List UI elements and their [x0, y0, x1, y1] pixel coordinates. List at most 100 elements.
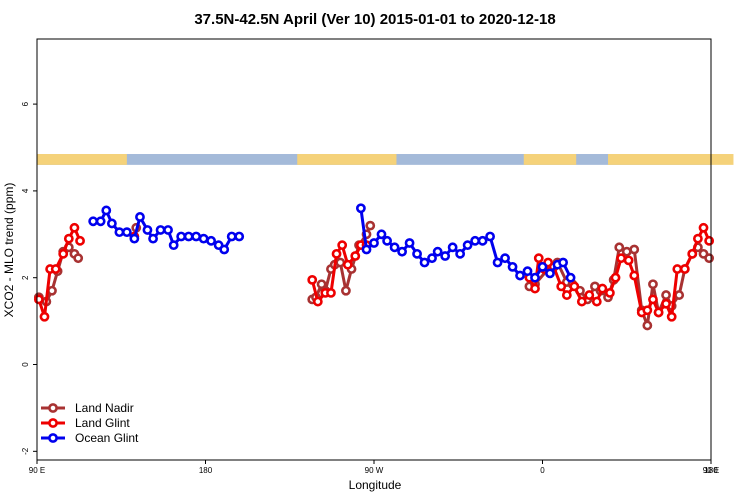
series-2-point-6: [129, 233, 140, 244]
series-1-point-48: [704, 235, 715, 246]
y-axis: -2 0 2 4 6: [21, 101, 37, 455]
series-2-point-15: [191, 231, 202, 242]
series-2-point-17: [206, 235, 217, 246]
series-1-point-13: [331, 248, 342, 259]
series-1-point-31: [597, 283, 608, 294]
series-1-point-9: [307, 274, 318, 285]
series-0-point-37: [642, 320, 653, 331]
series-0-point-34: [621, 246, 632, 257]
series-2-point-26: [382, 235, 393, 246]
map-strip-land-2: [523, 154, 577, 165]
y-axis-label: XCO2 - MLO trend (ppm): [2, 183, 16, 318]
series-2-point-27: [389, 242, 400, 253]
series-2-point-14: [183, 231, 194, 242]
x-tick-label-5: 180: [704, 466, 718, 475]
series-0-point-20: [365, 220, 376, 231]
series-1-point-14: [337, 240, 348, 251]
series-2-point-39: [477, 235, 488, 246]
series-0-point-7: [73, 253, 84, 264]
series-2-point-28: [397, 246, 407, 257]
series-1-point-10: [312, 296, 323, 307]
series-2-point-43: [507, 261, 518, 272]
series-2: [88, 203, 576, 283]
map-strip-land-0: [37, 154, 127, 165]
x-tick-label-1: 180: [199, 466, 213, 475]
series-1-line-2: [310, 243, 367, 304]
series-2-point-16: [198, 233, 209, 244]
series-2-point-34: [440, 251, 451, 261]
x-tick-label-2: 90 W: [365, 466, 384, 475]
series-2-point-45: [522, 266, 533, 277]
series-1-point-32: [605, 288, 615, 298]
series-2-point-33: [432, 246, 443, 257]
series-2-point-46: [530, 272, 540, 283]
series-2-point-37: [462, 240, 473, 251]
series-2-point-47: [537, 261, 548, 272]
series-1-point-33: [610, 272, 621, 283]
legend-label-0: Land Nadir: [75, 401, 134, 415]
legend-marker-1: [48, 418, 58, 428]
series-2-point-8: [142, 225, 153, 235]
series-2-point-13: [176, 231, 187, 242]
chart-title: 37.5N-42.5N April (Ver 10) 2015-01-01 to…: [194, 11, 555, 28]
series-2-point-11: [163, 225, 173, 235]
series-1-point-1: [39, 311, 50, 322]
x-tick-label-3: 0: [540, 466, 545, 475]
series-0-point-42: [674, 290, 685, 300]
series-2-point-0: [88, 216, 99, 227]
series-1-point-38: [642, 305, 653, 316]
series-1-point-12: [326, 288, 336, 298]
series-2-point-5: [121, 227, 132, 238]
series-1-point-28: [576, 296, 587, 307]
series-1-point-45: [687, 248, 698, 259]
series-2-point-1: [95, 216, 106, 227]
series-2-point-19: [219, 244, 230, 255]
series-1-point-6: [69, 222, 80, 233]
series-2-point-48: [545, 268, 555, 279]
series-1-point-44: [679, 264, 690, 274]
series-1-point-27: [569, 281, 580, 292]
series-2-point-51: [565, 272, 576, 283]
map-strip-land-3: [608, 154, 734, 165]
series-0-point-38: [648, 279, 658, 290]
series-2-point-24: [369, 238, 379, 248]
series-2-point-38: [470, 235, 480, 246]
series-0-point-47: [704, 253, 715, 264]
series-0-point-15: [335, 257, 346, 268]
x-axis-label: Longitude: [349, 478, 402, 492]
series-2-point-50: [558, 257, 568, 268]
series-1-point-3: [50, 264, 61, 274]
series-2-point-31: [419, 257, 430, 268]
series-1-point-4: [58, 248, 69, 259]
series-1-point-21: [533, 253, 544, 264]
series-layer: [33, 203, 715, 331]
series-2-point-36: [455, 248, 466, 259]
series-1-point-5: [63, 233, 74, 244]
series-2-point-44: [515, 270, 525, 281]
series-2-point-41: [492, 257, 503, 268]
series-1-point-25: [556, 281, 567, 292]
legend-marker-2: [48, 433, 58, 443]
series-0-point-33: [614, 242, 625, 253]
series-2-point-30: [412, 248, 422, 259]
series-1-point-0: [33, 294, 44, 305]
series-2-point-32: [427, 253, 437, 264]
map-strip: [37, 154, 734, 165]
series-1-point-47: [698, 222, 709, 233]
series-1-point-36: [629, 270, 640, 281]
series-2-point-2: [101, 205, 112, 216]
legend-label-2: Ocean Glint: [75, 431, 139, 445]
y-tick-label-0: -2: [21, 447, 30, 455]
series-1-point-35: [623, 255, 634, 266]
series-1-point-43: [672, 264, 683, 274]
series-2-point-21: [234, 231, 245, 242]
series-2-point-25: [376, 229, 387, 240]
x-tick-label-0: 90 E: [29, 466, 45, 475]
series-2-point-10: [155, 225, 166, 235]
series-2-point-22: [355, 203, 366, 214]
series-1-point-15: [342, 259, 353, 270]
series-2-point-7: [135, 212, 145, 222]
